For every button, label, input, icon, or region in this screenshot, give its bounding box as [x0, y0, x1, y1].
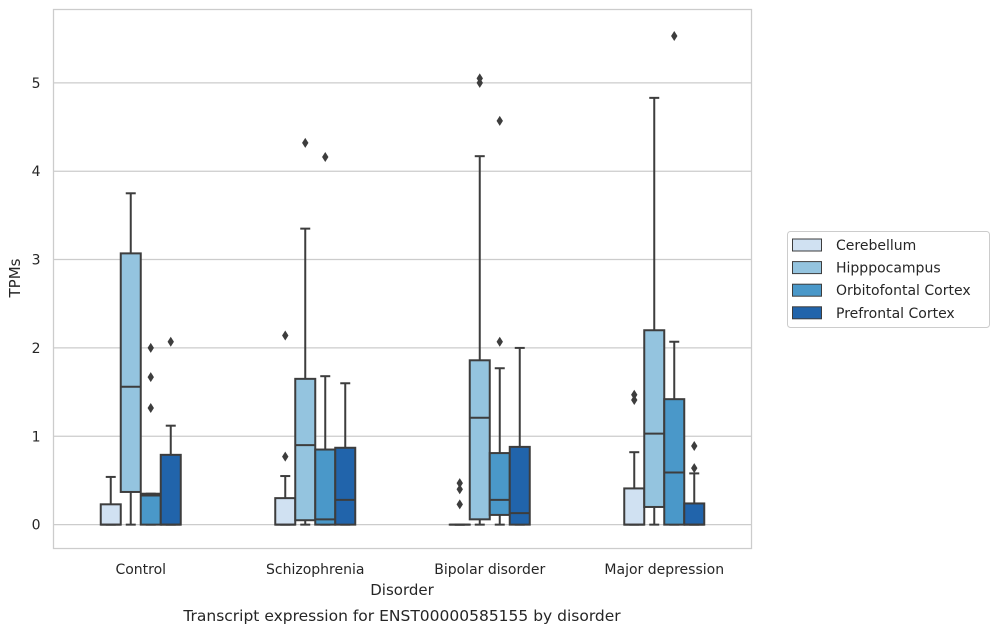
box [99, 503, 122, 526]
box [468, 359, 491, 521]
box [159, 453, 182, 526]
outlier-point [167, 336, 174, 347]
box [488, 452, 511, 516]
box-plot [159, 336, 182, 526]
y-tick-label: 4 [32, 164, 41, 180]
outlier-point [322, 152, 329, 163]
box [119, 252, 142, 493]
box-plot [119, 192, 142, 526]
y-tick-label: 5 [32, 76, 41, 92]
y-tick-label: 2 [32, 341, 41, 357]
outlier-point [631, 389, 638, 400]
outlier-point [282, 451, 289, 462]
box-plot [448, 478, 471, 526]
outlier-point [691, 441, 698, 452]
box-plot [314, 152, 337, 526]
y-tick-label: 0 [32, 518, 41, 534]
outlier-point [456, 484, 463, 495]
outlier-point [147, 403, 154, 414]
y-tick-label: 3 [32, 253, 41, 269]
box [314, 448, 337, 526]
box-plot [468, 73, 491, 526]
box-plot [683, 441, 706, 526]
box-plot [274, 330, 297, 526]
chart-caption: Transcript expression for ENST0000058515… [182, 607, 621, 625]
box [643, 329, 666, 508]
box-plot [294, 137, 317, 526]
box-plot [139, 342, 162, 526]
box-plot [623, 389, 646, 526]
y-tick-labels: 0 1 2 3 4 5 [32, 76, 41, 534]
box-plot [508, 346, 531, 526]
y-axis-title: TPMs [6, 258, 24, 298]
box [508, 445, 531, 526]
y-tick-label: 1 [32, 429, 41, 445]
legend-swatch [792, 306, 822, 320]
box-plot [334, 382, 357, 526]
outlier-point [496, 336, 503, 347]
box-plot [663, 31, 686, 526]
outlier-point [147, 342, 154, 353]
outlier-point [631, 395, 638, 406]
box [683, 502, 706, 526]
box [274, 497, 297, 526]
x-tick-label: Control [115, 562, 166, 578]
box-plot [643, 96, 666, 526]
legend-swatch [792, 283, 822, 297]
x-tick-labels: Control Schizophrenia Bipolar disorder Majo… [115, 562, 724, 578]
legend-frame [787, 231, 990, 328]
legend-label: Cerebellum [836, 238, 916, 254]
outlier-point [671, 31, 678, 42]
x-tick-label: Major depression [604, 562, 724, 578]
outlier-point [282, 330, 289, 341]
legend: Cerebellum Hipppocampus Orbitofontal Corte… [787, 231, 990, 328]
outlier-point [691, 463, 698, 474]
legend-label: Orbitofontal Cortex [836, 283, 971, 299]
outlier-point [147, 372, 154, 383]
box [623, 487, 646, 526]
x-axis-title: Disorder [370, 581, 434, 599]
box-plot [488, 115, 511, 526]
x-tick-label: Bipolar disorder [434, 562, 545, 578]
box-plots [99, 31, 706, 526]
legend-label: Prefrontal Cortex [836, 306, 955, 322]
outlier-point [302, 137, 309, 148]
box-plot [99, 475, 122, 526]
box [294, 377, 317, 522]
legend-swatch [792, 261, 822, 275]
box [334, 446, 357, 526]
outlier-point [476, 73, 483, 84]
box [663, 398, 686, 526]
outlier-point [496, 115, 503, 126]
plot-frame [52, 8, 753, 550]
outlier-point [456, 478, 463, 489]
legend-label: Hipppocampus [836, 261, 941, 277]
legend-swatch [792, 238, 822, 252]
outlier-point [456, 499, 463, 510]
x-tick-label: Schizophrenia [266, 562, 364, 578]
box [139, 492, 162, 526]
